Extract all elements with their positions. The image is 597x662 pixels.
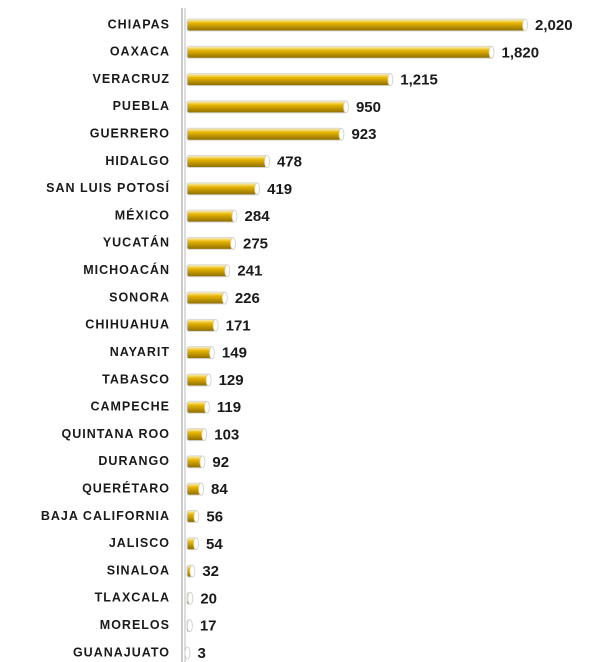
category-label: CAMPECHE — [90, 400, 170, 414]
category-label: PUEBLA — [113, 99, 170, 113]
value-label: 84 — [211, 481, 228, 498]
bar-end — [189, 564, 196, 578]
bar-end — [199, 455, 206, 469]
bar — [186, 45, 493, 59]
bar-end — [186, 619, 193, 633]
category-label: SINALOA — [107, 563, 170, 577]
category-label: QUINTANA ROO — [61, 427, 170, 441]
value-label: 119 — [217, 399, 241, 416]
bar-end — [387, 73, 394, 87]
bar — [186, 127, 342, 141]
bar-end — [231, 209, 238, 223]
category-label: MÉXICO — [115, 207, 170, 222]
category-label: HIDALGO — [105, 154, 170, 168]
bar — [186, 400, 208, 414]
bar-end — [264, 155, 270, 168]
value-label: 2,020 — [535, 17, 573, 34]
value-label: 149 — [222, 345, 247, 362]
bar — [186, 100, 347, 114]
category-label: GUERRERO — [90, 127, 170, 141]
value-label: 56 — [206, 508, 223, 525]
category-label: VERACRUZ — [93, 72, 170, 86]
value-label: 1,215 — [400, 72, 438, 89]
bar-end — [205, 373, 212, 387]
bar — [186, 155, 268, 169]
category-label: MICHOACÁN — [83, 262, 170, 277]
value-label: 478 — [277, 153, 302, 170]
category-label: TLAXCALA — [95, 591, 170, 605]
bar — [186, 236, 234, 250]
category-label: NAYARIT — [110, 345, 170, 359]
category-label: SONORA — [109, 290, 170, 304]
bar-end — [338, 127, 345, 141]
category-label: CHIAPAS — [108, 17, 170, 31]
value-label: 92 — [212, 454, 229, 471]
value-label: 32 — [202, 563, 219, 580]
category-label: MORELOS — [100, 618, 170, 632]
bar-end — [212, 318, 219, 332]
value-label: 923 — [351, 126, 376, 143]
category-label: TABASCO — [102, 372, 170, 386]
category-label: GUANAJUATO — [73, 645, 170, 659]
bar — [186, 318, 217, 332]
category-label: JALISCO — [109, 536, 170, 550]
bar-end — [488, 45, 495, 59]
bar-end — [193, 537, 199, 551]
category-label: OAXACA — [110, 45, 170, 59]
value-label: 241 — [237, 263, 262, 280]
value-label: 17 — [200, 618, 217, 635]
value-label: 284 — [245, 208, 271, 225]
value-label: 226 — [235, 290, 260, 307]
bar-end — [184, 646, 191, 660]
bar — [186, 346, 213, 360]
bar-end — [343, 100, 349, 114]
bar-end — [254, 182, 261, 196]
value-label: 3 — [198, 645, 206, 662]
value-label: 275 — [243, 235, 268, 252]
bar — [186, 264, 228, 278]
value-label: 1,820 — [502, 44, 540, 61]
bar-end — [201, 428, 208, 441]
bar — [186, 373, 210, 387]
bar-end — [198, 482, 204, 496]
bar — [186, 73, 391, 87]
bar-end — [522, 18, 528, 32]
bar-end — [230, 237, 236, 250]
bar — [186, 18, 526, 32]
bar — [186, 182, 258, 196]
value-label: 103 — [214, 427, 239, 444]
value-label: 171 — [226, 317, 251, 334]
category-label: DURANGO — [98, 454, 170, 468]
bar-end — [187, 591, 194, 605]
bar-end — [224, 264, 231, 278]
value-label: 20 — [200, 590, 217, 607]
category-label: SAN LUIS POTOSÍ — [46, 180, 170, 195]
bar-end — [221, 291, 228, 305]
category-label: CHIHUAHUA — [85, 318, 170, 332]
category-label: BAJA CALIFORNIA — [41, 509, 170, 523]
category-label: QUERÉTARO — [82, 480, 170, 495]
value-label: 419 — [267, 181, 292, 198]
bar — [186, 209, 236, 223]
value-label: 950 — [356, 99, 381, 116]
bar-end — [193, 510, 200, 523]
bar-end — [204, 400, 210, 414]
bar — [186, 291, 226, 305]
category-label: YUCATÁN — [103, 235, 170, 250]
bar-end — [209, 346, 215, 360]
value-label: 54 — [206, 536, 223, 553]
value-label: 129 — [219, 372, 244, 389]
